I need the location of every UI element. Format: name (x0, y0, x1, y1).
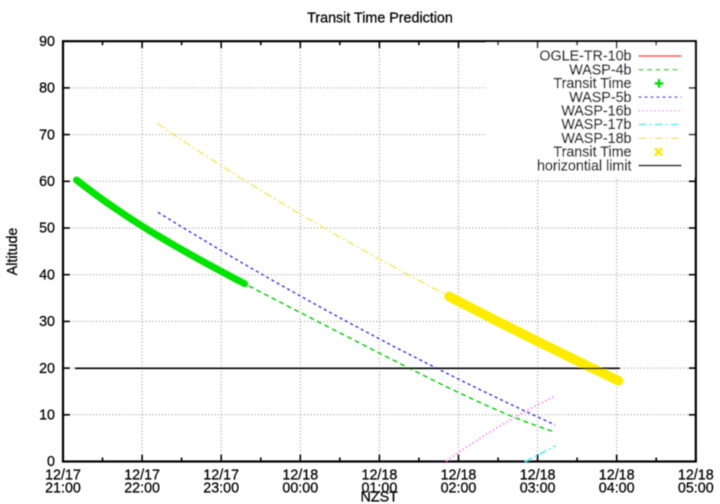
svg-text:12/18: 12/18 (520, 468, 556, 484)
svg-text:12/18: 12/18 (441, 468, 477, 484)
svg-text:05:00: 05:00 (678, 481, 714, 497)
svg-text:WASP-18b: WASP-18b (561, 131, 631, 147)
svg-text:00:00: 00:00 (282, 481, 318, 497)
svg-text:02:00: 02:00 (441, 481, 477, 497)
svg-text:40: 40 (39, 267, 55, 283)
svg-text:WASP-5b: WASP-5b (569, 90, 631, 106)
svg-text:Transit Time: Transit Time (553, 145, 631, 161)
svg-text:NZST: NZST (361, 490, 399, 504)
svg-text:80: 80 (39, 81, 55, 97)
svg-text:12/18: 12/18 (362, 468, 398, 484)
svg-text:50: 50 (39, 221, 55, 237)
svg-text:WASP-17b: WASP-17b (561, 117, 631, 133)
svg-text:60: 60 (39, 174, 55, 190)
svg-text:12/18: 12/18 (599, 468, 635, 484)
svg-text:04:00: 04:00 (599, 481, 635, 497)
svg-text:90: 90 (39, 34, 55, 50)
svg-text:Altitude: Altitude (5, 228, 21, 276)
svg-text:OGLE-TR-10b: OGLE-TR-10b (539, 49, 631, 65)
svg-text:0: 0 (47, 454, 55, 470)
svg-text:Transit Time Prediction: Transit Time Prediction (307, 11, 453, 27)
svg-text:10: 10 (39, 408, 55, 424)
svg-text:WASP-16b: WASP-16b (561, 104, 631, 120)
svg-text:12/18: 12/18 (678, 468, 714, 484)
svg-text:12/18: 12/18 (282, 468, 318, 484)
svg-text:12/17: 12/17 (45, 468, 81, 484)
svg-text:20: 20 (39, 361, 55, 377)
svg-text:22:00: 22:00 (124, 481, 160, 497)
svg-text:21:00: 21:00 (45, 481, 81, 497)
svg-text:WASP-4b: WASP-4b (569, 62, 631, 78)
svg-text:23:00: 23:00 (203, 481, 239, 497)
svg-text:30: 30 (39, 314, 55, 330)
svg-text:Transit Time: Transit Time (553, 76, 631, 92)
svg-text:12/17: 12/17 (203, 468, 239, 484)
svg-text:12/17: 12/17 (124, 468, 160, 484)
svg-text:horizontial limit: horizontial limit (537, 158, 632, 174)
svg-text:03:00: 03:00 (520, 481, 556, 497)
svg-text:70: 70 (39, 127, 55, 143)
svg-text:01:00: 01:00 (362, 481, 398, 497)
